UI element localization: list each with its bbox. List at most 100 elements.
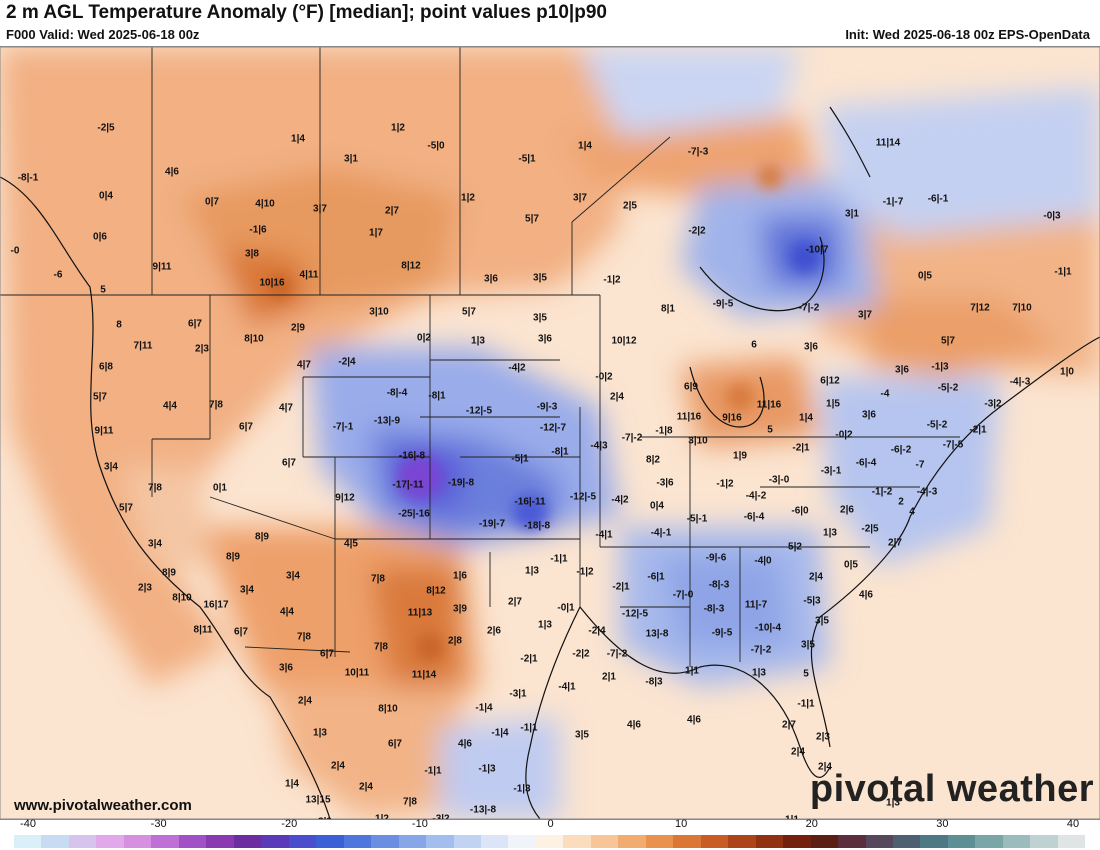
point-value: -19|-8: [447, 477, 475, 489]
colorbar-tick-label: 40: [1066, 818, 1080, 830]
point-value: -6|-4: [855, 457, 877, 469]
point-value: 1|5: [826, 398, 840, 410]
colorbar-swatch: [371, 835, 399, 848]
colorbar-swatch: [1030, 835, 1058, 848]
point-value: -1|1: [520, 722, 538, 734]
point-value: 2|4: [809, 571, 823, 583]
point-value: 4: [909, 506, 915, 518]
point-value: -0|2: [595, 371, 613, 383]
point-value: 1|7: [369, 227, 383, 239]
point-value: 0|1: [213, 482, 227, 494]
point-value: 0|4: [650, 500, 664, 512]
point-value: 6|7: [188, 318, 202, 330]
point-value: -7|-2: [798, 302, 820, 314]
point-value: -1|1: [424, 765, 442, 777]
point-value: -9|-5: [712, 298, 734, 310]
colorbar-ticks: -40 -30 -20 -10 0 10 20 30 40: [0, 818, 1100, 834]
point-value: -2|4: [588, 625, 606, 637]
point-value: -16|-11: [514, 496, 546, 508]
colorbar-swatch: [288, 835, 317, 848]
point-value: -9|-5: [711, 627, 733, 639]
point-value: 8|12: [401, 260, 421, 272]
point-value: 5: [100, 284, 106, 296]
website-url[interactable]: www.pivotalweather.com: [14, 797, 192, 814]
point-value: 3|1: [845, 208, 859, 220]
point-value: 3|7: [313, 203, 327, 215]
point-value: 8|1: [661, 303, 675, 315]
colorbar-swatch: [316, 835, 344, 848]
point-value: -7: [915, 459, 925, 471]
colorbar-swatch: [1002, 835, 1031, 848]
point-value: 3|5: [815, 615, 829, 627]
point-value: 5|2: [788, 541, 802, 553]
point-value: 4|6: [165, 166, 179, 178]
point-value: 4|6: [859, 589, 873, 601]
point-value: 8: [116, 319, 122, 331]
point-value: 7|12: [970, 302, 990, 314]
point-value: 3|10: [369, 306, 389, 318]
point-value: 2|3: [816, 731, 830, 743]
point-value: -3|2: [984, 398, 1002, 410]
colorbar-swatch: [618, 835, 646, 848]
point-value: -5|1: [518, 153, 536, 165]
coastlines: [0, 106, 1100, 819]
point-value: 4|6: [687, 714, 701, 726]
colorbar-tick-label: -40: [20, 818, 36, 830]
point-value: 4|11: [299, 269, 319, 281]
point-value: 1|4: [799, 412, 813, 424]
point-value: -8|-1: [17, 172, 39, 184]
point-value: -7|-1: [332, 421, 354, 433]
point-value: -1|2: [603, 274, 621, 286]
point-value: 3|6: [804, 341, 818, 353]
point-value: 1|2: [375, 813, 389, 820]
point-value: 8|10: [172, 592, 192, 604]
point-value: -19|-7: [478, 518, 506, 530]
point-value: 3|4: [286, 570, 300, 582]
point-value: -7|-2: [606, 648, 628, 660]
point-value: 7|8: [371, 573, 385, 585]
point-value: 8|12: [426, 585, 446, 597]
point-value: 2|6: [487, 625, 501, 637]
point-value: 10|16: [259, 277, 285, 289]
anomaly-map[interactable]: -2|5 1|4 1|2 -5|0 1|4 -7|-3 11|14 -8|-1 4|6 -5|1 3…: [0, 46, 1100, 820]
point-value: 7|8: [297, 631, 311, 643]
point-value: 3|4: [148, 538, 162, 550]
point-value: -0|1: [557, 602, 575, 614]
point-value: 0|5: [844, 559, 858, 571]
point-value: -2|1: [612, 581, 630, 593]
point-value: -0: [10, 245, 20, 257]
point-value: -10|-4: [754, 622, 782, 634]
point-value: 3|6: [279, 662, 293, 674]
point-value: 1|6: [453, 570, 467, 582]
point-value: 3|6: [895, 364, 909, 376]
point-value: -3|-0: [768, 474, 790, 486]
colorbar-swatch: [865, 835, 893, 848]
point-value: 1|3: [538, 619, 552, 631]
point-value: 1|2: [391, 122, 405, 134]
point-value: 3|6: [538, 333, 552, 345]
point-value: 5|7: [941, 335, 955, 347]
point-value: -6|1: [647, 571, 665, 583]
point-value: -7|-5: [942, 439, 964, 451]
colorbar-swatch: [563, 835, 591, 848]
colorbar-swatch: [261, 835, 289, 848]
point-value: -12|-5: [621, 608, 649, 620]
colorbar-swatch: [700, 835, 729, 848]
point-value: 3|4: [104, 461, 118, 473]
point-value: 11|16: [676, 411, 702, 423]
colorbar-swatch: [728, 835, 756, 848]
point-value: -1|-2: [871, 486, 893, 498]
point-value: 6|7: [320, 648, 334, 660]
point-value: -5|3: [803, 595, 821, 607]
point-value: -1|4: [475, 702, 493, 714]
point-value: 4|6: [627, 719, 641, 731]
point-value: 8|10: [244, 333, 264, 345]
colorbar-swatch: [14, 835, 42, 848]
point-value: 3|5: [533, 312, 547, 324]
point-value: 5: [803, 668, 809, 680]
point-value: 1|9: [733, 450, 747, 462]
point-value: 13|15: [305, 794, 331, 806]
point-value: 0|2: [417, 332, 431, 344]
point-value: 2: [898, 496, 904, 508]
point-value: 1|0: [1060, 366, 1074, 378]
